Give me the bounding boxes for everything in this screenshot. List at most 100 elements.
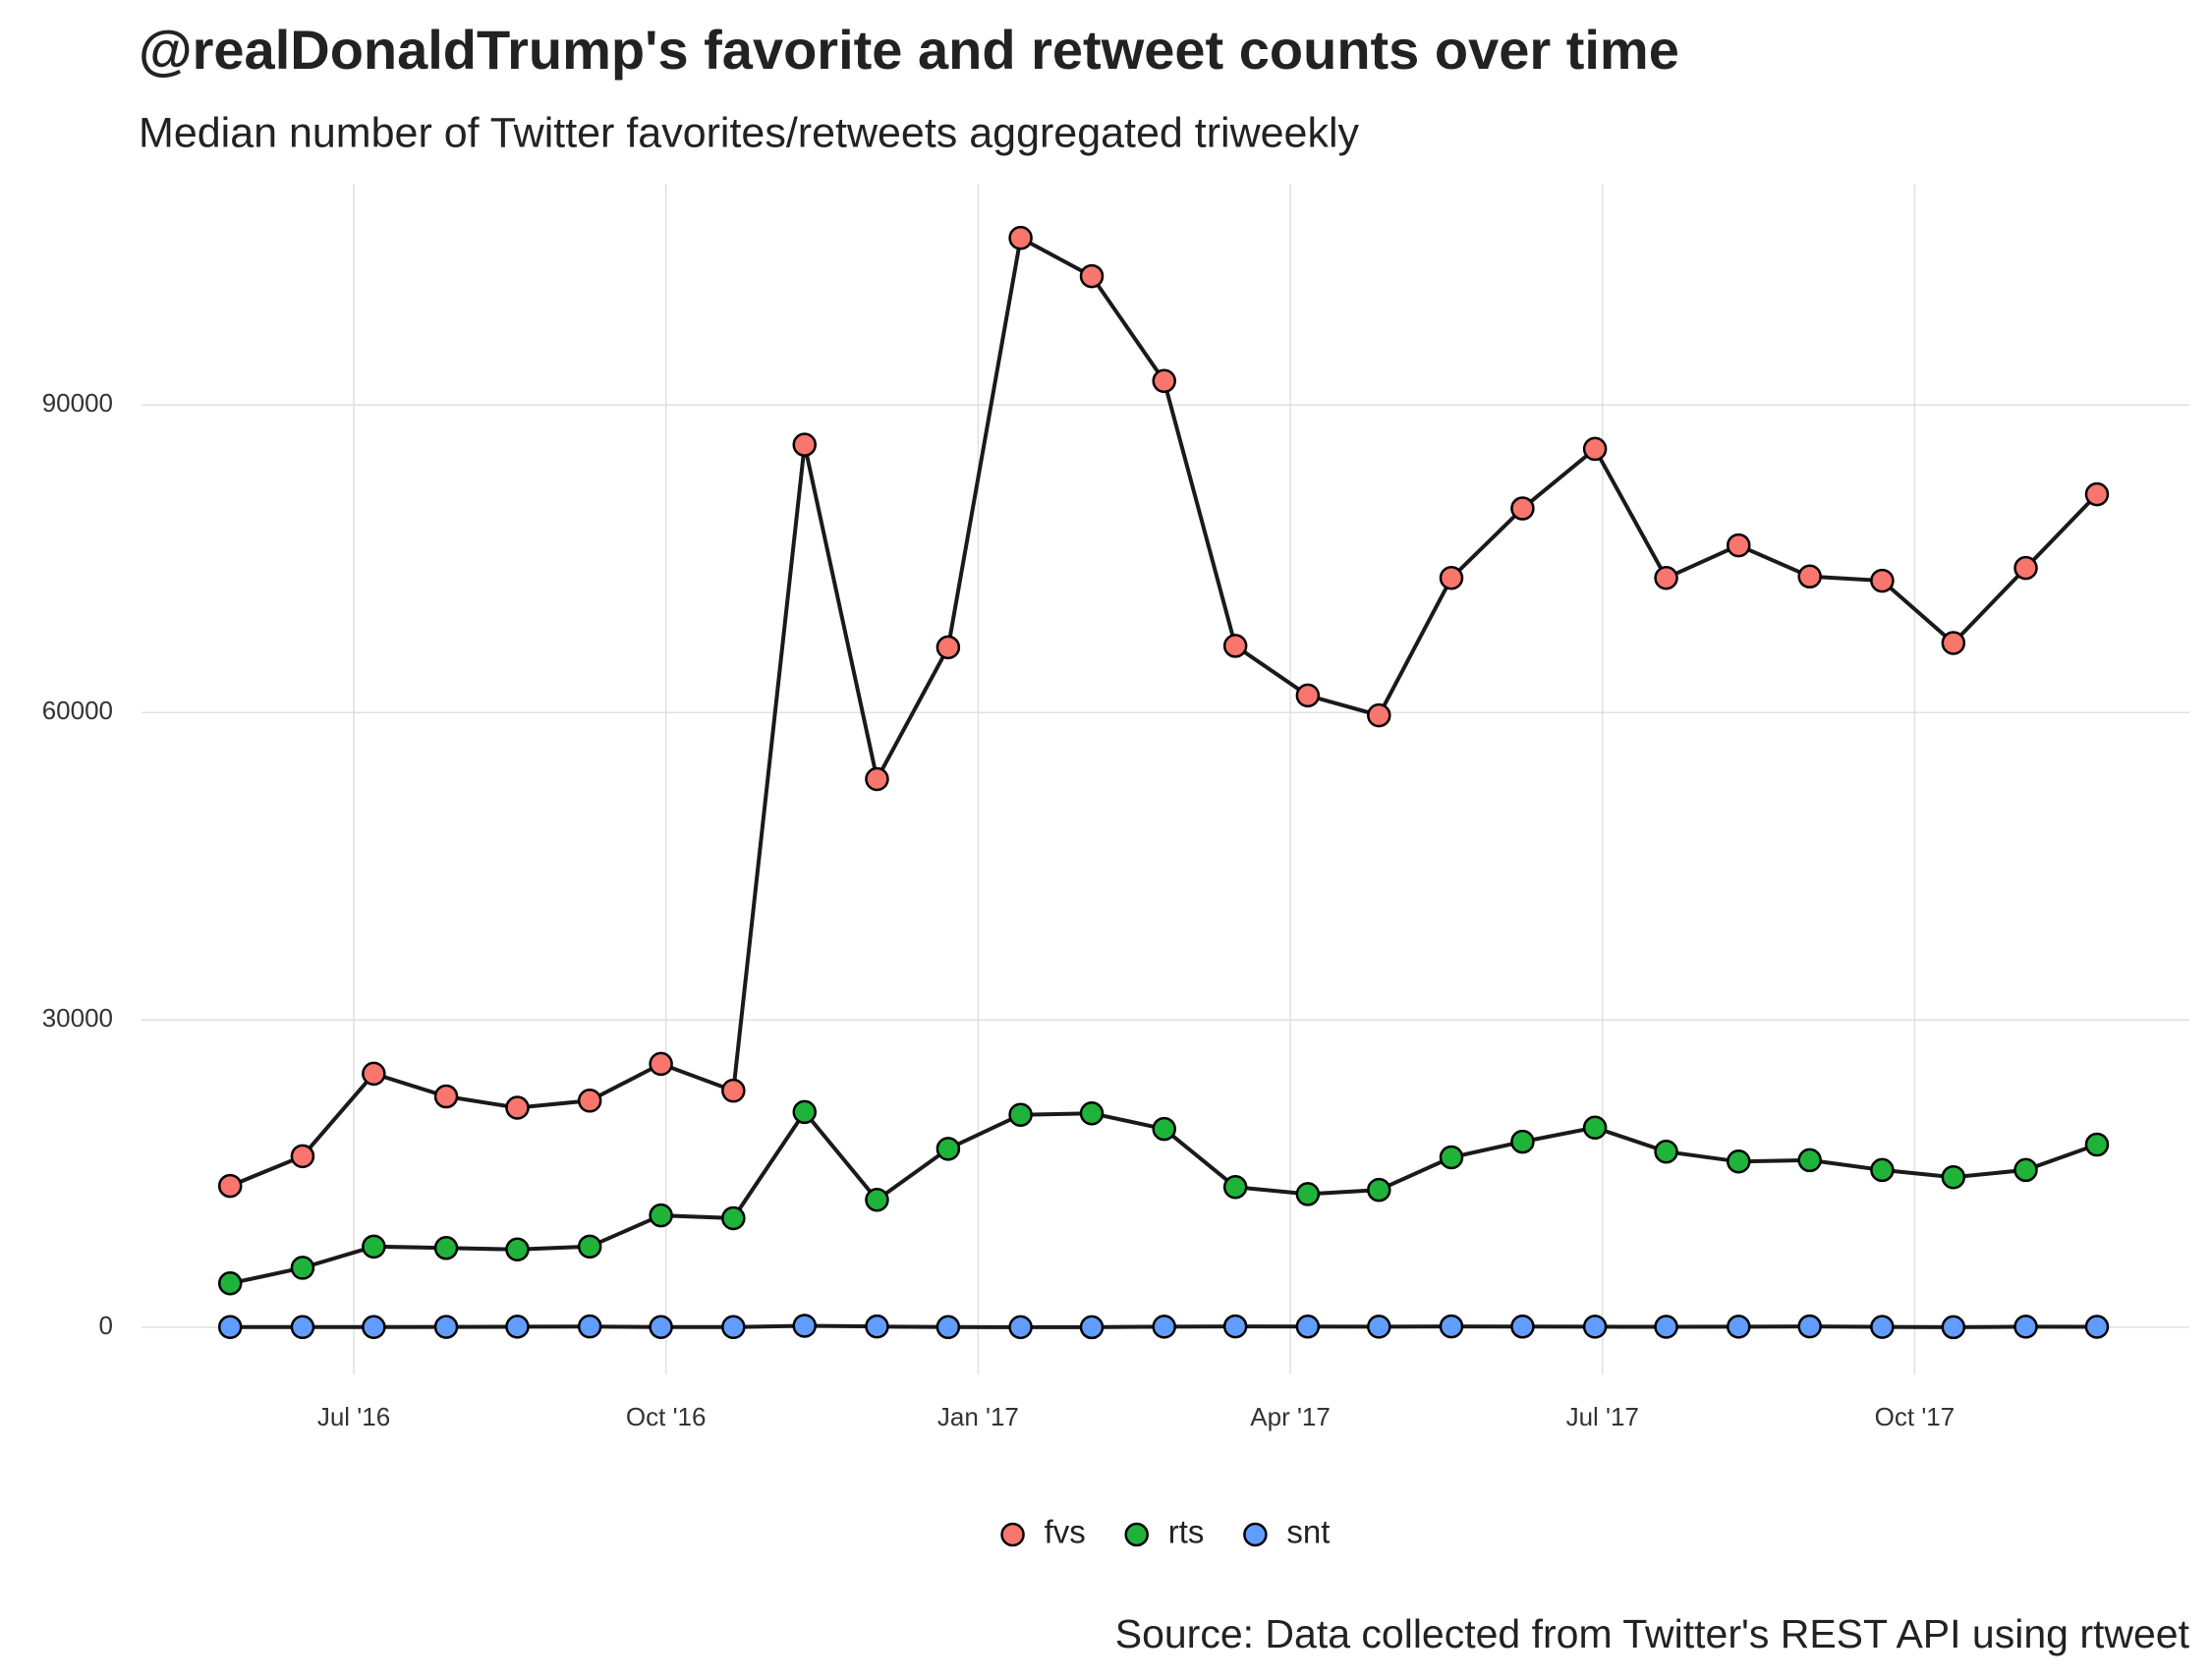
- chart-subtitle: Median number of Twitter favorites/retwe…: [139, 109, 1360, 156]
- legend-marker: [1124, 1522, 1149, 1547]
- data-point: [505, 1237, 530, 1262]
- legend-label: rts: [1168, 1514, 1205, 1550]
- data-point: [1727, 532, 1751, 558]
- y-tick-label: 90000: [42, 388, 113, 418]
- data-point: [1439, 1145, 1464, 1170]
- data-point: [433, 1315, 459, 1339]
- data-point: [2013, 1157, 2038, 1183]
- data-point: [1439, 566, 1464, 590]
- data-point: [1367, 702, 1391, 728]
- data-point: [362, 1234, 386, 1260]
- data-point: [1941, 1164, 1966, 1190]
- data-point: [1008, 1315, 1033, 1340]
- data-point: [792, 1099, 818, 1125]
- data-point: [1870, 1157, 1895, 1183]
- data-point: [1222, 634, 1248, 658]
- data-point: [1367, 1315, 1391, 1339]
- data-point: [721, 1315, 746, 1340]
- data-point: [1152, 368, 1176, 394]
- y-tick-label: 0: [99, 1311, 113, 1340]
- data-point: [1727, 1149, 1751, 1174]
- data-point: [1079, 263, 1105, 289]
- data-point: [1797, 1314, 1822, 1339]
- grid: [142, 184, 2189, 1374]
- legend-label: snt: [1286, 1514, 1330, 1550]
- data-point: [362, 1315, 386, 1340]
- data-point: [362, 1061, 386, 1087]
- data-point: [1510, 496, 1535, 521]
- data-point: [721, 1205, 746, 1231]
- data-point: [1654, 1139, 1678, 1164]
- data-point: [1295, 1315, 1321, 1339]
- data-point: [1582, 436, 1608, 462]
- data-point: [1797, 1148, 1822, 1173]
- data-point: [1079, 1315, 1105, 1340]
- data-point: [792, 432, 818, 457]
- data-point: [217, 1315, 243, 1339]
- data-point: [935, 1137, 961, 1161]
- data-point: [290, 1144, 315, 1169]
- data-point: [1295, 683, 1321, 708]
- data-point: [792, 1314, 818, 1338]
- data-point: [1654, 1315, 1678, 1339]
- data-point: [2013, 1315, 2038, 1339]
- data-point: [1727, 1315, 1751, 1339]
- data-point: [577, 1089, 602, 1113]
- data-point: [290, 1315, 315, 1340]
- data-point: [1870, 568, 1895, 593]
- data-point: [433, 1084, 459, 1109]
- data-point: [290, 1256, 315, 1280]
- data-point: [577, 1314, 602, 1339]
- y-tick-label: 30000: [42, 1003, 113, 1033]
- legend: fvs rts snt: [1000, 1514, 1330, 1550]
- data-point: [2084, 481, 2110, 507]
- data-point: [577, 1234, 602, 1260]
- caption: Source: Data collected from Twitter's RE…: [1115, 1611, 2190, 1656]
- data-point: [1008, 225, 1033, 251]
- x-tick-label: Apr '17: [1250, 1402, 1331, 1431]
- data-point: [1797, 564, 1822, 589]
- data-point: [1870, 1315, 1895, 1339]
- data-point: [1367, 1177, 1391, 1203]
- data-point: [1079, 1100, 1105, 1126]
- data-point: [1582, 1315, 1608, 1339]
- x-tick-label: Oct '17: [1875, 1402, 1956, 1431]
- y-tick-label: 60000: [42, 696, 113, 725]
- data-point: [433, 1236, 459, 1260]
- data-point: [1439, 1314, 1464, 1339]
- data-point: [1222, 1314, 1248, 1339]
- legend-marker: [1243, 1522, 1268, 1547]
- data-point: [649, 1051, 673, 1077]
- data-point: [1152, 1315, 1176, 1339]
- legend-label: fvs: [1045, 1514, 1086, 1550]
- data-point: [1941, 631, 1966, 655]
- data-point: [2084, 1132, 2110, 1157]
- data-point: [865, 1314, 889, 1339]
- data-point: [649, 1315, 673, 1339]
- data-point: [721, 1078, 746, 1103]
- x-tick-label: Jul '17: [1566, 1402, 1639, 1431]
- data-point: [865, 1188, 889, 1212]
- data-point: [217, 1271, 243, 1296]
- data-point: [865, 766, 889, 792]
- data-point: [1654, 566, 1678, 590]
- data-point: [505, 1095, 530, 1120]
- data-point: [1295, 1182, 1321, 1206]
- x-tick-label: Jul '16: [317, 1402, 390, 1431]
- data-point: [505, 1315, 530, 1339]
- legend-marker: [1000, 1522, 1025, 1547]
- data-point: [2013, 555, 2038, 581]
- data-point: [1152, 1116, 1176, 1142]
- data-point: [1941, 1315, 1966, 1340]
- data-point: [649, 1203, 673, 1228]
- data-point: [217, 1173, 243, 1199]
- x-tick-label: Oct '16: [626, 1402, 707, 1431]
- data-point: [1510, 1129, 1535, 1154]
- data-point: [2084, 1315, 2110, 1339]
- data-point: [1582, 1115, 1608, 1140]
- data-point: [935, 1315, 961, 1340]
- data-point: [1008, 1102, 1033, 1127]
- data-point: [1222, 1174, 1248, 1200]
- x-tick-label: Jan '17: [937, 1402, 1019, 1431]
